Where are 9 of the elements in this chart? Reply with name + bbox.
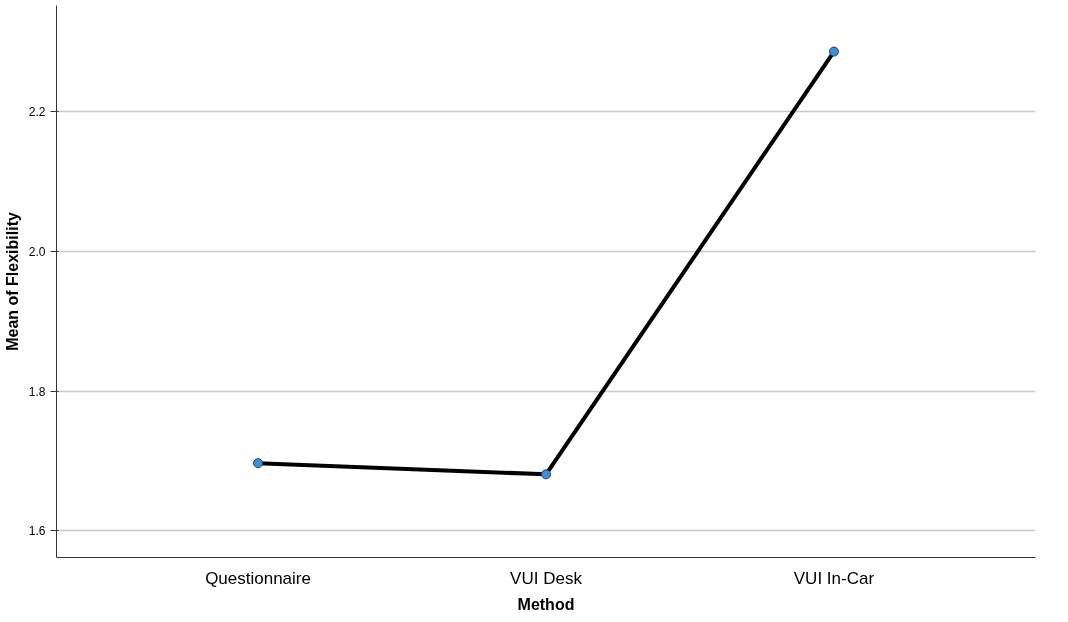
y-axis-title: Mean of Flexibility bbox=[3, 212, 21, 351]
x-tick-label: VUI In-Car bbox=[793, 568, 875, 588]
y-tick-label: 1.8 bbox=[28, 384, 46, 399]
y-tick-label: 2.2 bbox=[28, 105, 46, 120]
x-tick-label: VUI Desk bbox=[510, 568, 583, 588]
x-tick-label: Questionnaire bbox=[205, 568, 311, 588]
y-tick-label: 2.0 bbox=[28, 244, 46, 259]
x-axis-title: Method bbox=[517, 595, 575, 613]
y-tick-label: 1.6 bbox=[28, 524, 46, 539]
